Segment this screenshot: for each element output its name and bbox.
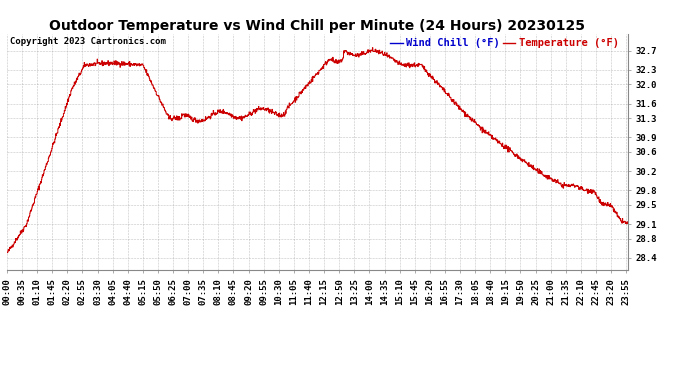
Legend: Wind Chill (°F), Temperature (°F): Wind Chill (°F), Temperature (°F)	[386, 34, 622, 53]
Title: Outdoor Temperature vs Wind Chill per Minute (24 Hours) 20230125: Outdoor Temperature vs Wind Chill per Mi…	[50, 19, 585, 33]
Text: Copyright 2023 Cartronics.com: Copyright 2023 Cartronics.com	[10, 37, 166, 46]
